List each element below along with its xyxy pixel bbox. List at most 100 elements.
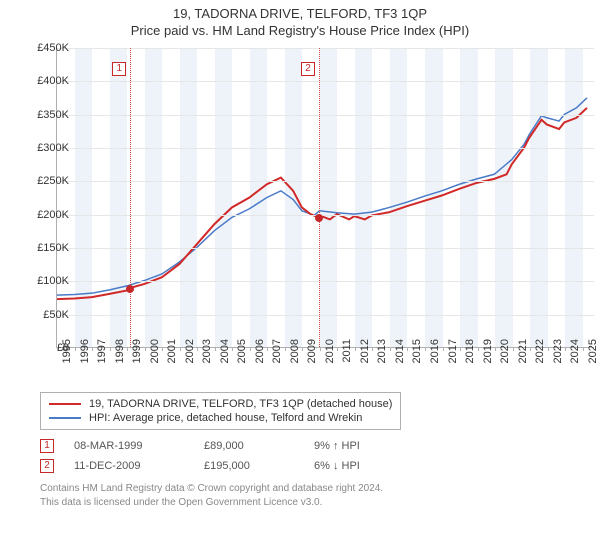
x-tick — [513, 347, 514, 351]
x-tick — [565, 347, 566, 351]
grid-line — [57, 215, 594, 216]
y-axis-label: £200K — [17, 209, 69, 221]
x-axis-label: 1997 — [96, 339, 108, 363]
y-axis-label: £150K — [17, 242, 69, 254]
y-axis-label: £250K — [17, 175, 69, 187]
x-axis-label: 2020 — [499, 339, 511, 363]
x-axis-label: 2003 — [201, 339, 213, 363]
x-tick — [180, 347, 181, 351]
x-tick — [460, 347, 461, 351]
x-axis-label: 2022 — [534, 339, 546, 363]
attribution-footer: Contains HM Land Registry data © Crown c… — [40, 482, 560, 509]
x-axis-label: 2010 — [324, 339, 336, 363]
legend-item: 19, TADORNA DRIVE, TELFORD, TF3 1QP (det… — [49, 397, 392, 411]
x-axis-label: 2024 — [569, 339, 581, 363]
sale-row-price: £195,000 — [204, 460, 294, 472]
x-axis-label: 2023 — [552, 339, 564, 363]
x-axis-label: 2000 — [149, 339, 161, 363]
x-tick — [583, 347, 584, 351]
sale-row-date: 11-DEC-2009 — [74, 460, 184, 472]
x-axis-label: 2004 — [219, 339, 231, 363]
y-axis-label: £450K — [17, 42, 69, 54]
plot-area: £0£50K£100K£150K£200K£250K£300K£350K£400… — [56, 48, 594, 348]
y-axis-label: £350K — [17, 109, 69, 121]
series-line — [57, 108, 587, 299]
sale-row: 2 11-DEC-2009 £195,000 6% ↓ HPI — [40, 456, 560, 476]
x-tick — [110, 347, 111, 351]
grid-line — [57, 315, 594, 316]
grid-line — [57, 181, 594, 182]
sale-marker-dot — [126, 285, 134, 293]
legend-label: 19, TADORNA DRIVE, TELFORD, TF3 1QP (det… — [89, 398, 392, 410]
legend-item: HPI: Average price, detached house, Telf… — [49, 411, 392, 425]
x-tick — [355, 347, 356, 351]
x-tick — [495, 347, 496, 351]
x-axis-label: 2007 — [271, 339, 283, 363]
y-axis-label: £300K — [17, 142, 69, 154]
x-axis-label: 2006 — [254, 339, 266, 363]
x-tick — [92, 347, 93, 351]
x-tick — [197, 347, 198, 351]
chart-area: £0£50K£100K£150K£200K£250K£300K£350K£400… — [40, 48, 600, 388]
legend-swatch — [49, 403, 81, 405]
footer-line-1: Contains HM Land Registry data © Crown c… — [40, 482, 560, 496]
chart-header: 19, TADORNA DRIVE, TELFORD, TF3 1QP Pric… — [0, 0, 600, 42]
x-axis-label: 2009 — [306, 339, 318, 363]
sale-marker-dot — [315, 214, 323, 222]
chart-subtitle: Price paid vs. HM Land Registry's House … — [0, 23, 600, 38]
series-line — [57, 98, 587, 295]
x-axis-label: 2021 — [517, 339, 529, 363]
legend-label: HPI: Average price, detached house, Telf… — [89, 412, 362, 424]
sale-marker-badge: 1 — [112, 62, 126, 76]
grid-line — [57, 148, 594, 149]
x-axis-label: 2013 — [376, 339, 388, 363]
sale-row-badge: 1 — [40, 439, 54, 453]
legend-box: 19, TADORNA DRIVE, TELFORD, TF3 1QP (det… — [40, 392, 401, 430]
sale-row: 1 08-MAR-1999 £89,000 9% ↑ HPI — [40, 436, 560, 456]
sale-row-price: £89,000 — [204, 440, 294, 452]
x-axis-label: 1996 — [79, 339, 91, 363]
x-tick — [425, 347, 426, 351]
x-axis-label: 2018 — [464, 339, 476, 363]
x-tick — [443, 347, 444, 351]
series-lines — [57, 48, 594, 347]
grid-line — [57, 248, 594, 249]
legend-swatch — [49, 417, 81, 419]
sales-table: 1 08-MAR-1999 £89,000 9% ↑ HPI 2 11-DEC-2009 £… — [40, 436, 560, 476]
sale-row-delta: 6% ↓ HPI — [314, 460, 360, 472]
x-tick — [57, 347, 58, 351]
sale-row-delta: 9% ↑ HPI — [314, 440, 360, 452]
sale-marker-line — [319, 48, 320, 347]
x-tick — [250, 347, 251, 351]
footer-line-2: This data is licensed under the Open Gov… — [40, 496, 560, 510]
x-axis-label: 1998 — [114, 339, 126, 363]
grid-line — [57, 115, 594, 116]
x-tick — [127, 347, 128, 351]
chart-title: 19, TADORNA DRIVE, TELFORD, TF3 1QP — [0, 6, 600, 21]
sale-row-badge: 2 — [40, 459, 54, 473]
y-axis-label: £100K — [17, 275, 69, 287]
grid-line — [57, 48, 594, 49]
y-axis-label: £400K — [17, 75, 69, 87]
x-axis-label: 2002 — [184, 339, 196, 363]
x-axis-label: 2014 — [394, 339, 406, 363]
x-tick — [267, 347, 268, 351]
x-axis-label: 2001 — [166, 339, 178, 363]
x-tick — [75, 347, 76, 351]
x-tick — [407, 347, 408, 351]
x-tick — [302, 347, 303, 351]
x-tick — [337, 347, 338, 351]
y-axis-label: £50K — [17, 309, 69, 321]
x-axis-label: 2015 — [411, 339, 423, 363]
x-axis-label: 2017 — [447, 339, 459, 363]
x-tick — [372, 347, 373, 351]
sale-marker-line — [130, 48, 131, 347]
x-axis-label: 2011 — [341, 339, 353, 363]
x-tick — [215, 347, 216, 351]
x-axis-label: 2005 — [236, 339, 248, 363]
x-axis-label: 2012 — [359, 339, 371, 363]
x-tick — [548, 347, 549, 351]
sale-row-date: 08-MAR-1999 — [74, 440, 184, 452]
x-tick — [162, 347, 163, 351]
x-tick — [530, 347, 531, 351]
